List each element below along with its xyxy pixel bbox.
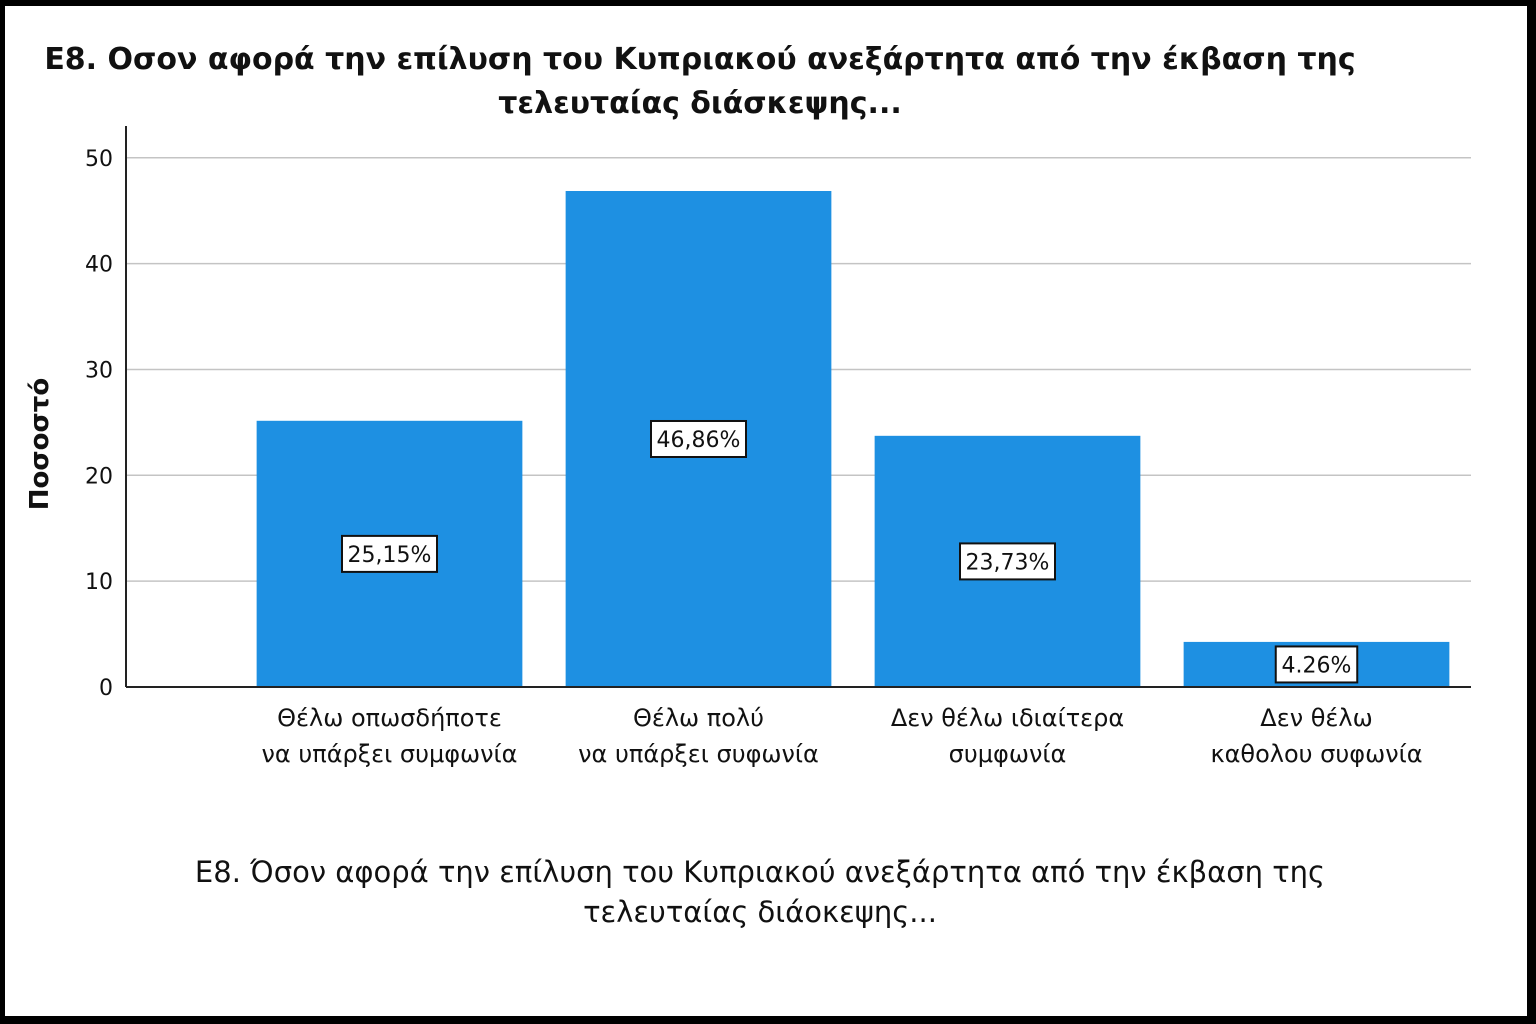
x-tick-label: Δεν θέλω xyxy=(1260,704,1372,732)
y-tick-label: 40 xyxy=(85,253,113,278)
data-labels: 25,15% 46,86% 23,73% 4.26% xyxy=(341,419,1359,684)
plot-area: 0 10 20 30 40 50 Θέλω οπωσδήποτε να υπάρξει συμ… xyxy=(25,126,1471,768)
data-label: 4.26% xyxy=(1282,653,1352,678)
data-label-box xyxy=(650,419,747,458)
bars xyxy=(256,190,1450,687)
chart-frame: Ε8. Οσον αφορά την επίλυση του Κυπριακού… xyxy=(5,6,1527,1016)
x-axis-title-line-1: Ε8. Όσον αφορά την επίλυση του Κυπριακού… xyxy=(194,855,1326,889)
data-label: 46,86% xyxy=(657,428,741,453)
data-label-box xyxy=(1274,645,1359,684)
chart-title-line-2: τελευταίας διάσκεψης... xyxy=(498,86,902,121)
axes: 0 10 20 30 40 50 Θέλω οπωσδήποτε να υπάρξει συμ… xyxy=(85,126,1471,768)
x-tick-label: συμφωνία xyxy=(949,740,1067,768)
y-tick-label: 0 xyxy=(99,676,113,701)
x-tick-label: να υπάρξει συφωνία xyxy=(578,740,819,768)
x-axis-title: Ε8. Όσον αφορά την επίλυση του Κυπριακού… xyxy=(105,852,1415,932)
y-tick-label: 20 xyxy=(85,464,113,489)
x-tick-label: Θέλω οπωσδήποτε xyxy=(277,704,502,732)
y-tick-label: 10 xyxy=(85,570,113,595)
data-label-box xyxy=(341,534,438,573)
x-axis-title-line-2: τελευταίας διάοκεψης... xyxy=(583,895,937,929)
y-tick-label: 30 xyxy=(85,358,113,383)
data-label: 25,15% xyxy=(348,543,432,568)
chart-title-line-1: Ε8. Οσον αφορά την επίλυση του Κυπριακού… xyxy=(44,42,1356,77)
x-tick-label: καθολου συφωνία xyxy=(1210,740,1422,768)
y-axis-label: Ποσοστό xyxy=(25,378,55,510)
x-tick-label: να υπάρξει συμφωνία xyxy=(262,740,518,768)
x-tick-label: Θέλω πολύ xyxy=(633,704,764,732)
y-tick-label: 50 xyxy=(85,147,113,172)
data-label: 23,73% xyxy=(966,550,1050,575)
data-label-box xyxy=(959,542,1056,581)
chart-title: Ε8. Οσον αφορά την επίλυση του Κυπριακού… xyxy=(5,38,1395,126)
x-tick-label: Δεν θέλω ιδιαίτερα xyxy=(891,704,1124,732)
